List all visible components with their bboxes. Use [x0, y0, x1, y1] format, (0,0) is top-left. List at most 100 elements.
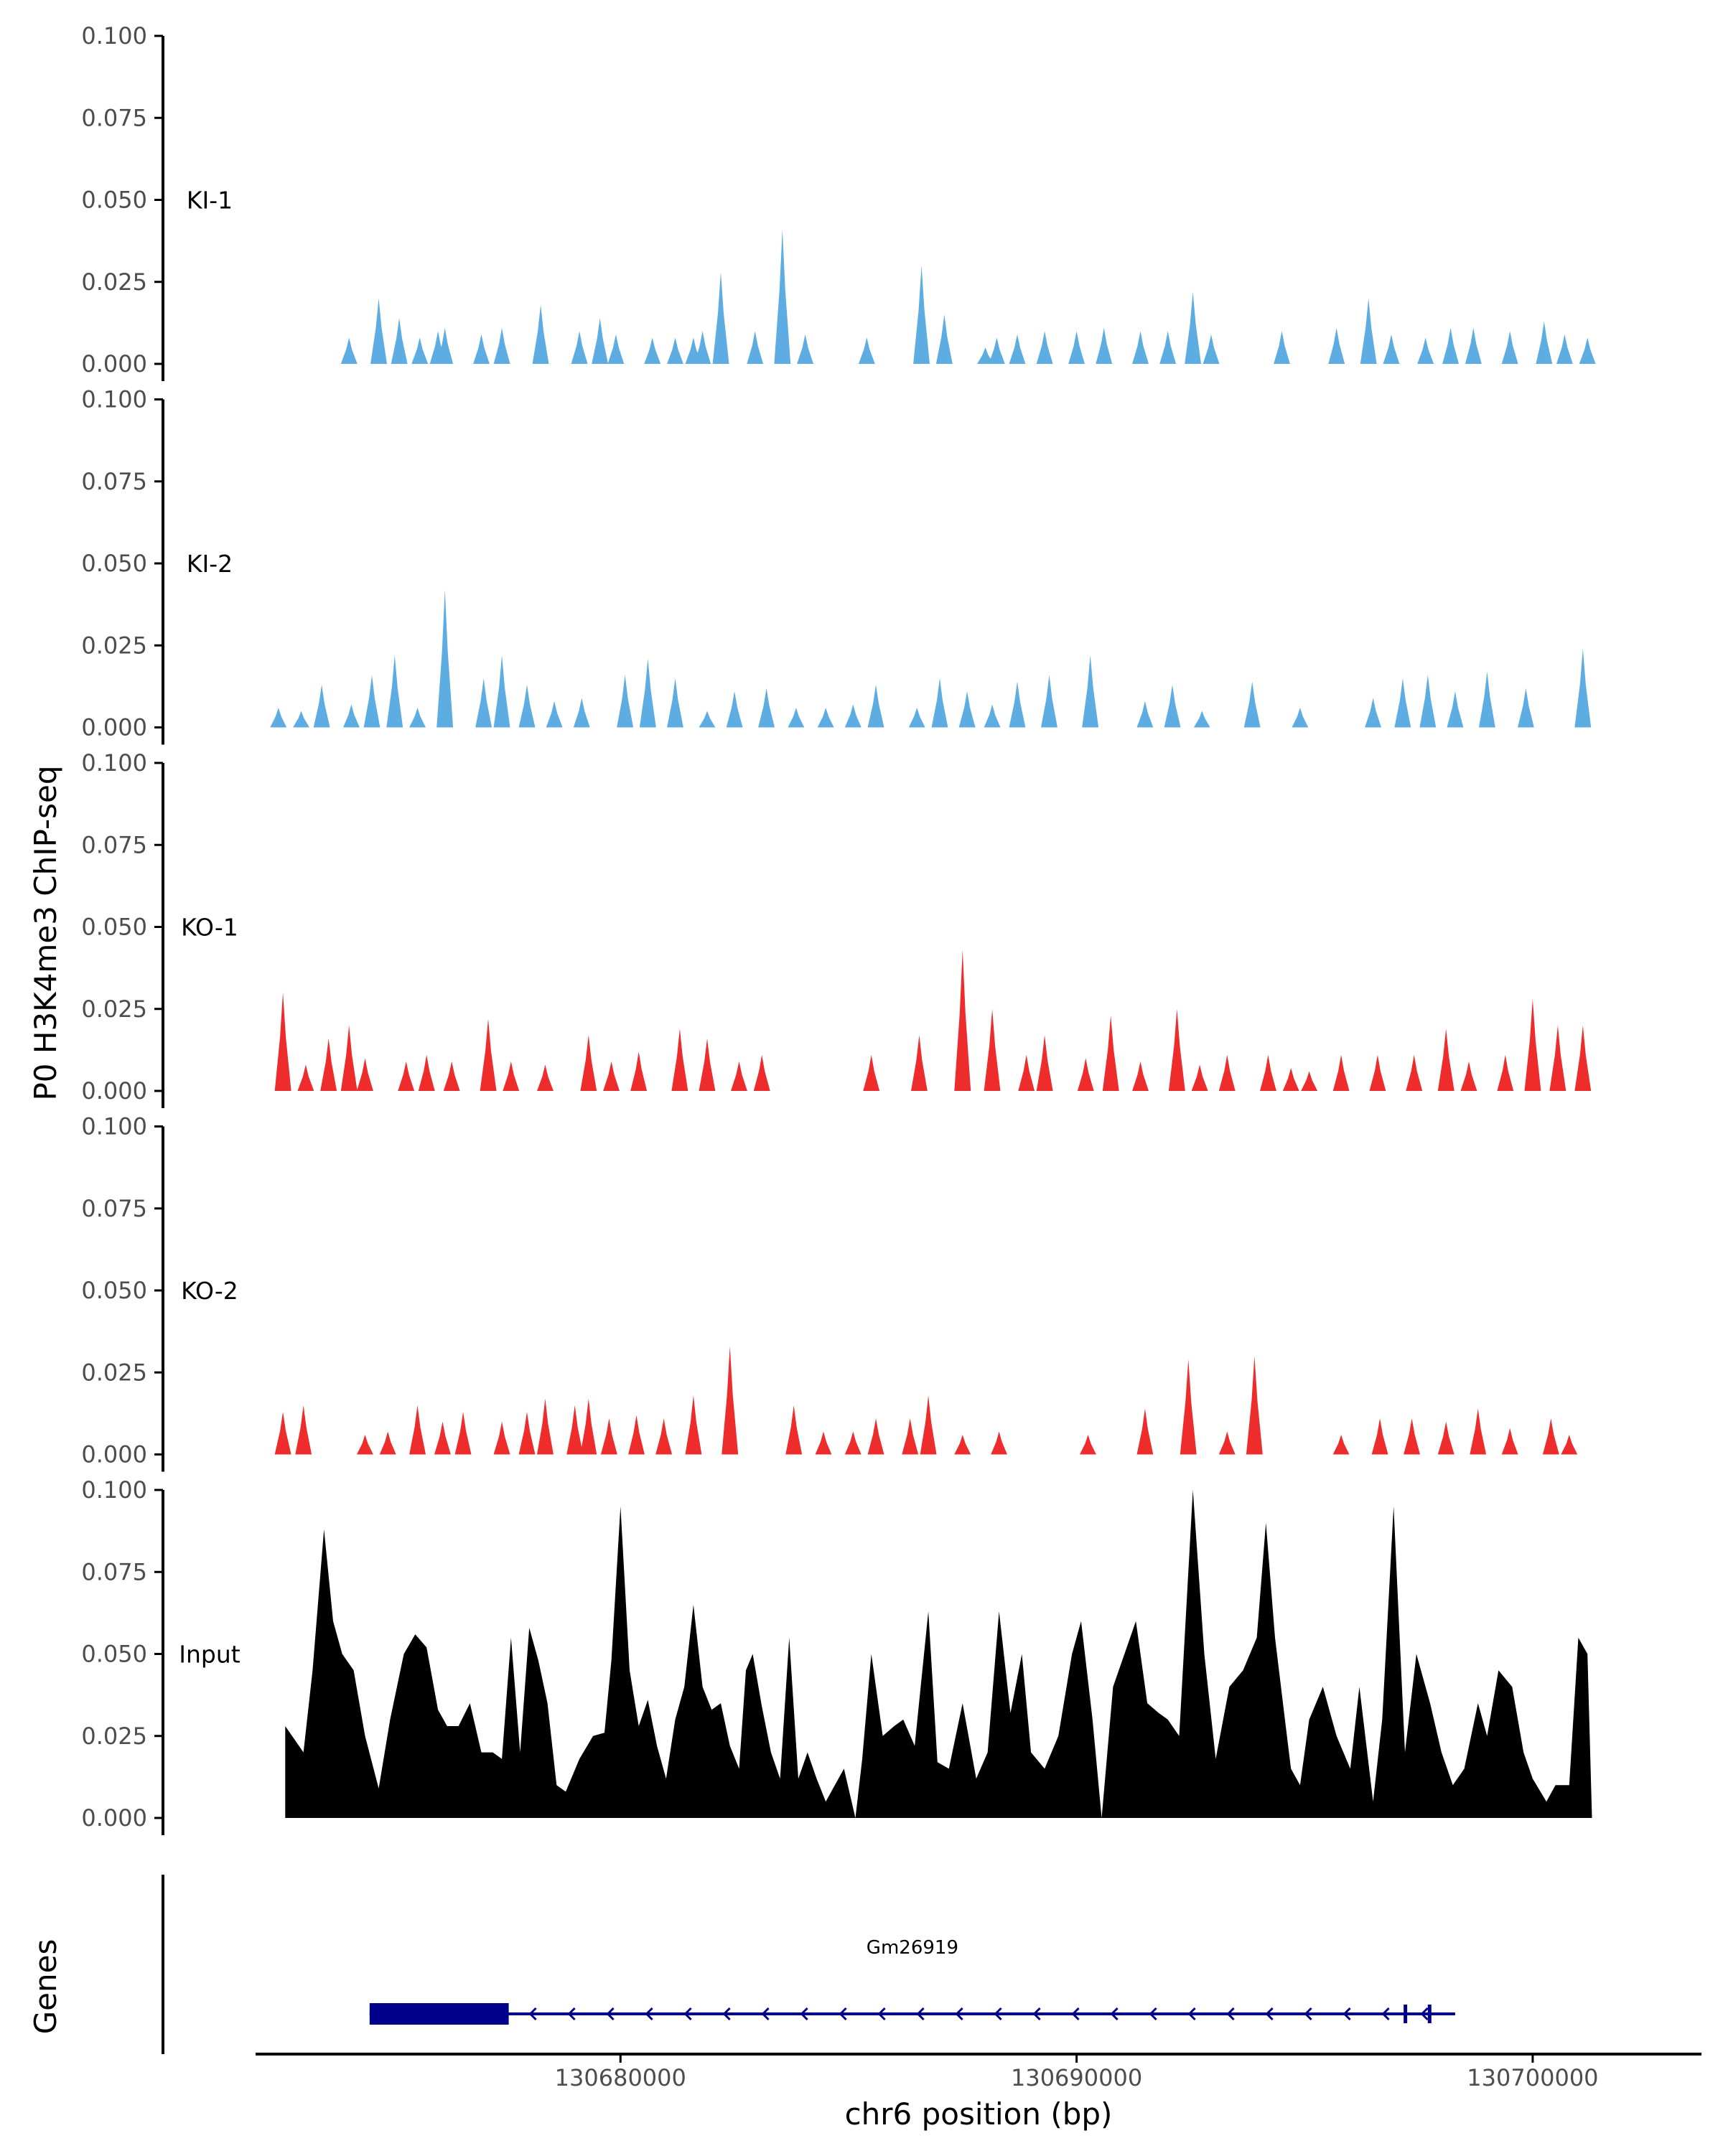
signal-peak: [867, 685, 884, 728]
signal-peak: [1301, 1071, 1318, 1091]
signal-peak: [1442, 327, 1459, 364]
signal-peak: [788, 708, 805, 728]
signal-peak: [473, 334, 490, 364]
strand-arrow: [877, 2007, 886, 2021]
track-label: KI-1: [187, 187, 233, 215]
signal-peak: [797, 334, 813, 364]
signal-peak: [1479, 671, 1495, 728]
y-tick-label: 0.000: [81, 1804, 147, 1832]
signal-peak: [1193, 711, 1210, 728]
signal-peak: [844, 1431, 862, 1455]
strand-arrow: [800, 2007, 808, 2021]
y-tick-label: 0.075: [81, 831, 147, 858]
track-ki-2: 0.000 0.025 0.050 0.075 0.100 KI-2: [81, 386, 1592, 745]
signal-peak: [295, 1405, 312, 1455]
signal-peak: [443, 1061, 460, 1091]
signal-peak: [699, 1038, 716, 1091]
signal-peak: [1332, 1054, 1350, 1091]
signal-peak: [630, 1051, 648, 1091]
signal-peak: [1460, 1061, 1477, 1091]
signal-peak: [436, 589, 454, 728]
signal-peak: [1077, 1058, 1094, 1091]
y-tick-label: 0.050: [81, 1277, 147, 1304]
signal-peak: [989, 337, 1005, 364]
signal-peak: [503, 1061, 520, 1091]
signal-peak: [1536, 321, 1553, 364]
signal-peak: [1501, 1428, 1518, 1455]
signal-peak: [1447, 691, 1464, 728]
strand-arrow: [761, 2007, 770, 2021]
signal-peak: [434, 1421, 451, 1455]
signal-peak: [475, 678, 492, 728]
gene-name-label: Gm26919: [867, 1937, 958, 1959]
signal-peak: [1579, 337, 1596, 364]
signal-peak: [370, 298, 387, 364]
signal-peak: [628, 1415, 645, 1455]
signal-peak: [726, 691, 743, 728]
track-input: 0.000 0.025 0.050 0.075 0.100 Input: [81, 1476, 1592, 1835]
strand-arrow: [839, 2007, 847, 2021]
signal-peak: [1068, 331, 1085, 364]
signal-peak: [580, 1398, 597, 1455]
signal-peak: [1018, 1054, 1035, 1091]
strand-arrow: [1343, 2007, 1351, 2021]
signal-peak: [1132, 331, 1149, 364]
signal-peak: [722, 1346, 739, 1455]
y-tick-label: 0.075: [81, 104, 147, 131]
signal-peak: [1082, 655, 1099, 728]
signal-peak: [685, 1395, 702, 1455]
signal-peak: [1465, 327, 1482, 364]
signal-peak: [920, 1395, 937, 1455]
signal-peak: [340, 337, 358, 364]
signal-peak: [644, 337, 661, 364]
y-tick-label: 0.025: [81, 268, 147, 296]
strand-arrow: [1149, 2007, 1157, 2021]
signal-peak: [913, 265, 930, 364]
signal-peak: [398, 1061, 415, 1091]
signal-peak: [313, 685, 330, 728]
gene-exon: [1427, 2005, 1432, 2023]
signal-peak: [785, 1405, 803, 1455]
signal-peak: [712, 272, 729, 364]
signal-peak: [1102, 1015, 1119, 1091]
signal-peak: [1406, 1054, 1423, 1091]
signal-peak: [1470, 1408, 1487, 1455]
gene-track-label: Genes: [28, 1939, 63, 2035]
y-tick-label: 0.100: [81, 1476, 147, 1504]
signal-peak: [1292, 708, 1309, 728]
signal-peak: [493, 1421, 510, 1455]
signal-peak: [667, 678, 683, 728]
signal-peak: [863, 1054, 880, 1091]
signal-peak: [274, 992, 291, 1091]
signal-peak: [573, 698, 590, 728]
track-ko-2: 0.000 0.025 0.050 0.075 0.100 KO-2: [81, 1113, 1578, 1472]
gene-exon: [369, 2003, 509, 2025]
signal-peak: [1328, 327, 1345, 364]
signal-peak: [1041, 675, 1057, 728]
signal-area: [285, 1490, 1592, 1818]
y-tick-label: 0.050: [81, 550, 147, 577]
y-tick-label: 0.100: [81, 1113, 147, 1140]
signal-peak: [603, 1061, 620, 1091]
signal-peak: [1136, 1408, 1154, 1455]
signal-peak: [1556, 334, 1573, 364]
y-tick-label: 0.025: [81, 632, 147, 659]
strand-arrow: [1110, 2007, 1119, 2021]
strand-arrow: [994, 2007, 1002, 2021]
signal-peak: [293, 711, 309, 728]
signal-peak: [858, 337, 875, 364]
y-tick-label: 0.075: [81, 468, 147, 495]
strand-arrow: [1071, 2007, 1080, 2021]
strand-arrow: [722, 2007, 731, 2021]
signal-peak: [1136, 700, 1154, 728]
signal-peak: [270, 708, 287, 728]
signal-peak: [418, 1054, 435, 1091]
x-axis: chr6 position (bp) 130680000 130690000 130…: [256, 2053, 1701, 2132]
signal-peak: [357, 1435, 373, 1455]
signal-peak: [340, 1025, 358, 1091]
signal-peak: [1360, 298, 1377, 364]
signal-peak: [493, 655, 510, 728]
signal-peak: [1417, 337, 1434, 364]
